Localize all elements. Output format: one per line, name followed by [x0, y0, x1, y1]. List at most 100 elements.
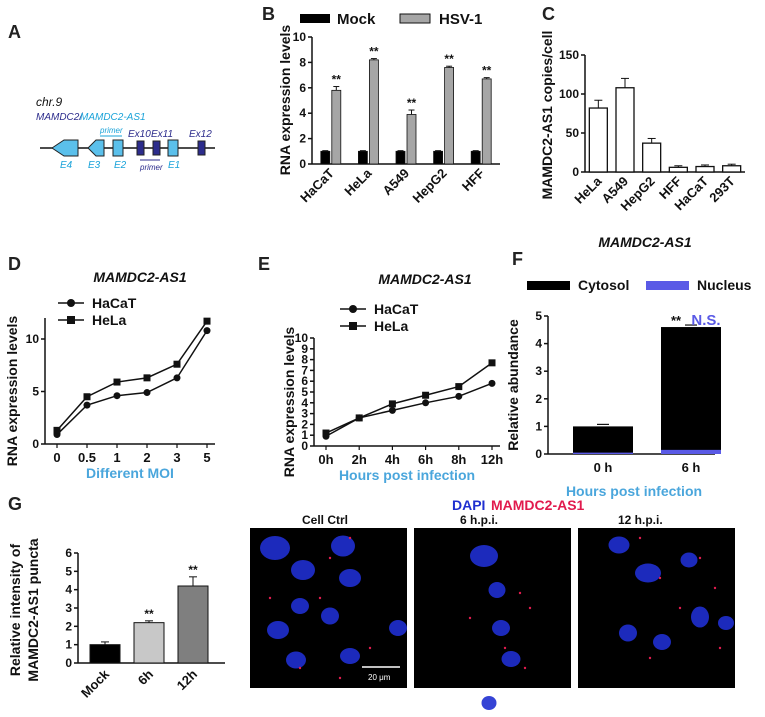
- d-x-tick-label: 3: [173, 450, 180, 465]
- e-x-tick-label: 8h: [451, 452, 466, 467]
- e-y-axis-label: RNA expression levels: [281, 327, 297, 478]
- exon-label-e4: E4: [60, 160, 73, 171]
- e-point-hela: [422, 391, 430, 399]
- b-significance: **: [332, 73, 342, 87]
- panel-label-e: E: [258, 254, 270, 274]
- micrograph-title-12hpi: 12 h.p.i.: [618, 513, 663, 527]
- primer-label-top: primer: [99, 126, 123, 135]
- legend-dapi: DAPI: [452, 497, 485, 513]
- b-y-tick-label: 0: [299, 157, 306, 171]
- b-legend-swatch-mock: [300, 14, 330, 23]
- c-bar: [615, 87, 635, 173]
- e-legend-label-hacat: HaCaT: [374, 301, 419, 317]
- d-x-tick-label: 0.5: [78, 450, 96, 465]
- g-bar: [89, 644, 121, 664]
- b-y-tick-label: 6: [299, 81, 306, 95]
- e-point-hacat: [488, 379, 496, 387]
- exon-e2-shape: [112, 139, 124, 157]
- b-y-tick-label: 8: [299, 55, 306, 69]
- e-line-hacat: [325, 382, 493, 437]
- f-significance-nucleus: N.S.: [691, 312, 720, 329]
- e-point-hela: [355, 414, 363, 422]
- d-point-hacat: [83, 401, 91, 409]
- d-legend-marker-hacat: [67, 299, 75, 307]
- gene-name-mamdc2-as1: MAMDC2-AS1: [80, 112, 146, 123]
- f-legend-swatch-nucleus: [646, 281, 689, 290]
- puncta-dot: [638, 536, 642, 540]
- puncta-dot: [368, 646, 372, 650]
- b-bar-hsv-1: [368, 59, 379, 165]
- b-legend-label-mock: Mock: [337, 11, 376, 28]
- panel-label-b: B: [262, 4, 275, 24]
- b-x-tick-label: HFF: [459, 165, 488, 194]
- chromosome-label: chr.9: [36, 95, 63, 109]
- nucleus-blob: [501, 651, 521, 667]
- c-y-tick-label: 50: [566, 126, 580, 140]
- d-x-tick-label: 2: [143, 450, 150, 465]
- g-y-tick-label: 4: [65, 583, 72, 597]
- b-bar-mock: [470, 150, 481, 165]
- nucleus-blob: [691, 606, 709, 628]
- exon-label-ex10: Ex10: [128, 129, 151, 140]
- e-y-tick-label: 9: [301, 342, 308, 356]
- e-x-tick-label: 2h: [352, 452, 367, 467]
- nucleus-blob: [470, 545, 498, 567]
- b-bar-hsv-1: [444, 67, 455, 165]
- b-y-tick-label: 2: [299, 132, 306, 146]
- e-x-axis-label: Hours post infection: [339, 467, 475, 483]
- b-significance: **: [369, 45, 379, 59]
- d-point-hela: [143, 374, 151, 382]
- e-point-hacat: [455, 392, 463, 400]
- nucleus-blob: [321, 607, 339, 625]
- c-y-tick-label: 0: [572, 165, 579, 179]
- c-bar: [668, 166, 688, 173]
- nucleus-blob: [331, 535, 355, 557]
- exon-label-e2: E2: [114, 160, 127, 171]
- b-bar-hsv-1: [331, 89, 342, 165]
- d-legend-label-hela: HeLa: [92, 312, 126, 328]
- d-x-tick-label: 5: [203, 450, 210, 465]
- nucleus-blob: [339, 569, 361, 587]
- g-x-tick-label: 6h: [135, 666, 156, 687]
- e-x-tick-label: 4h: [385, 452, 400, 467]
- nucleus-blob: [286, 651, 306, 669]
- nucleus-blob: [389, 620, 407, 636]
- gene-name-mamdc2: MAMDC2/: [36, 112, 83, 123]
- d-point-hela: [83, 393, 91, 401]
- d-point-hacat: [143, 389, 151, 397]
- e-y-tick-label: 3: [301, 407, 308, 421]
- puncta-dot: [328, 556, 332, 560]
- b-significance: **: [444, 52, 454, 66]
- exon-label-e1: E1: [168, 160, 180, 171]
- f-y-tick-label: 4: [535, 337, 542, 351]
- d-point-hela: [113, 378, 121, 386]
- d-point-hela: [203, 317, 211, 325]
- micrograph-tile: [578, 528, 735, 688]
- puncta-dot: [658, 576, 662, 580]
- e-y-tick-label: 5: [301, 385, 308, 399]
- d-y-tick-label: 0: [32, 437, 39, 451]
- c-bar: [642, 142, 662, 173]
- g-bar: [133, 622, 165, 664]
- b-x-tick-label: HepG2: [409, 166, 449, 206]
- d-point-hela: [173, 360, 181, 368]
- micrograph-title-ctrl: Cell Ctrl: [302, 513, 348, 527]
- e-point-hela: [488, 359, 496, 367]
- nucleus-blob: [488, 582, 506, 598]
- c-bar: [695, 165, 715, 173]
- b-bar-mock: [433, 150, 444, 165]
- f-y-axis-label: Relative abundance: [505, 319, 521, 451]
- g-x-tick-label: Mock: [78, 666, 113, 701]
- nucleus-blob: [260, 536, 290, 560]
- puncta-dot: [348, 536, 352, 540]
- nucleus-blob: [608, 536, 630, 554]
- b-legend-label-hsv1: HSV-1: [439, 11, 482, 28]
- e-point-hacat: [388, 406, 396, 414]
- f-legend-swatch-cytosol: [527, 281, 570, 290]
- panel-label-g: G: [8, 494, 22, 514]
- d-x-axis-label: Different MOI: [86, 465, 174, 481]
- f-legend-label-nucleus: Nucleus: [697, 277, 752, 293]
